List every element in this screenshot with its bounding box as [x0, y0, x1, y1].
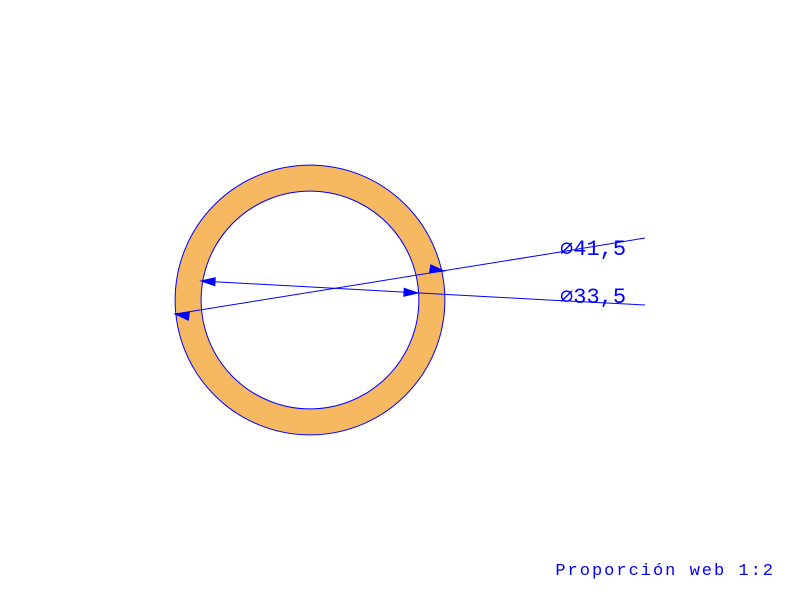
canvas-bg — [0, 0, 800, 600]
scale-footer: Proporción web 1:2 — [555, 562, 775, 581]
technical-drawing: ⌀41,5 ⌀33,5 Proporción web 1:2 — [0, 0, 800, 600]
dim-inner-label: ⌀33,5 — [560, 285, 626, 310]
dim-outer-label: ⌀41,5 — [560, 237, 626, 262]
